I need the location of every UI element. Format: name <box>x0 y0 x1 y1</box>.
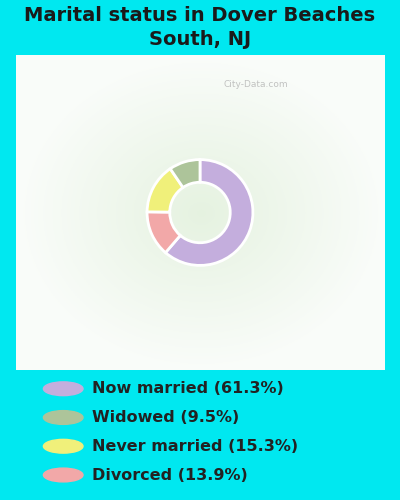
Text: Widowed (9.5%): Widowed (9.5%) <box>92 410 239 425</box>
Circle shape <box>43 468 83 482</box>
Circle shape <box>43 382 83 396</box>
Text: Never married (15.3%): Never married (15.3%) <box>92 439 298 454</box>
Circle shape <box>43 440 83 453</box>
Wedge shape <box>170 160 200 188</box>
Text: Marital status in Dover Beaches
South, NJ: Marital status in Dover Beaches South, N… <box>24 6 376 49</box>
Wedge shape <box>147 212 180 252</box>
Text: Divorced (13.9%): Divorced (13.9%) <box>92 468 248 482</box>
Text: City-Data.com: City-Data.com <box>224 80 288 89</box>
Wedge shape <box>166 160 253 266</box>
Text: Now married (61.3%): Now married (61.3%) <box>92 381 284 396</box>
Circle shape <box>43 410 83 424</box>
Wedge shape <box>147 168 183 212</box>
